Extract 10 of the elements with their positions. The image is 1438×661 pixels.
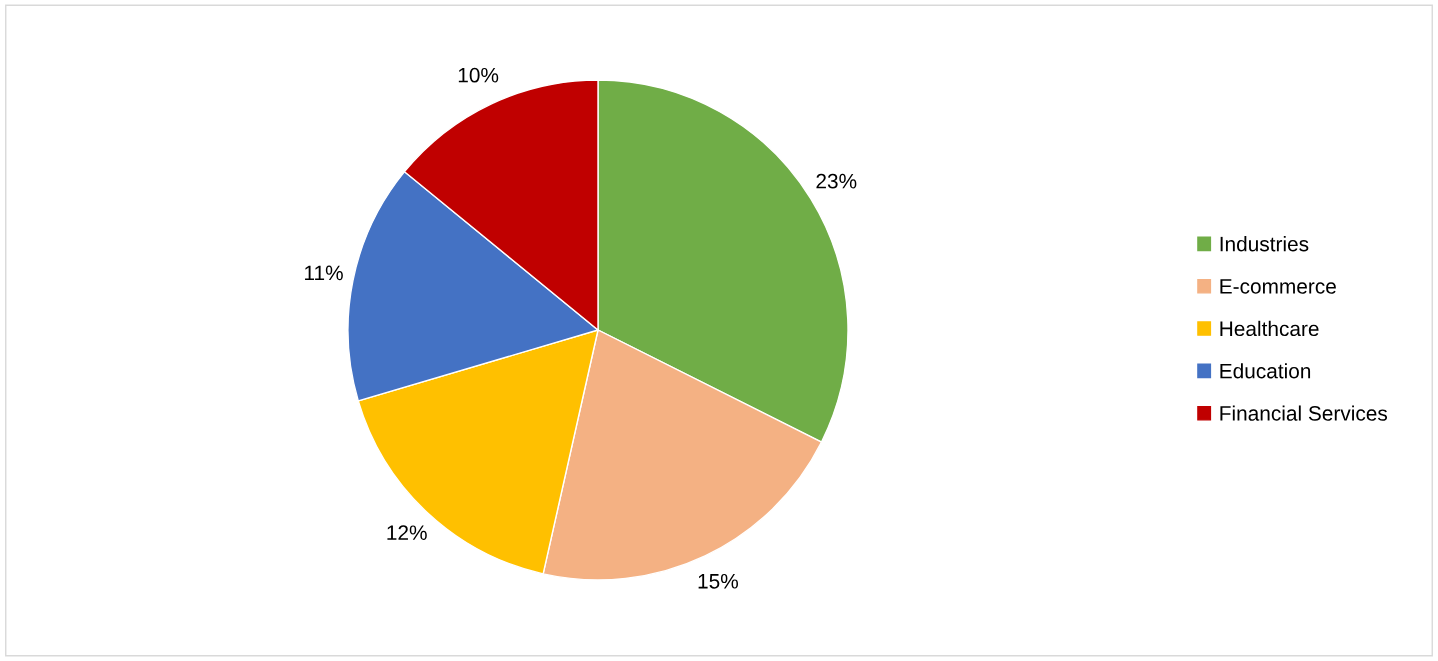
legend-label: Healthcare xyxy=(1220,320,1319,337)
data-label: 10% xyxy=(458,67,499,83)
legend-label: Financial Services xyxy=(1220,405,1388,421)
data-label: 23% xyxy=(816,173,857,189)
legend-label: E-commerce xyxy=(1220,279,1336,294)
data-label: 11% xyxy=(305,265,343,281)
legend-label: Industries xyxy=(1220,236,1309,252)
legend-label: Education xyxy=(1220,363,1311,379)
data-label: 12% xyxy=(387,525,427,540)
data-label: 15% xyxy=(698,573,738,589)
